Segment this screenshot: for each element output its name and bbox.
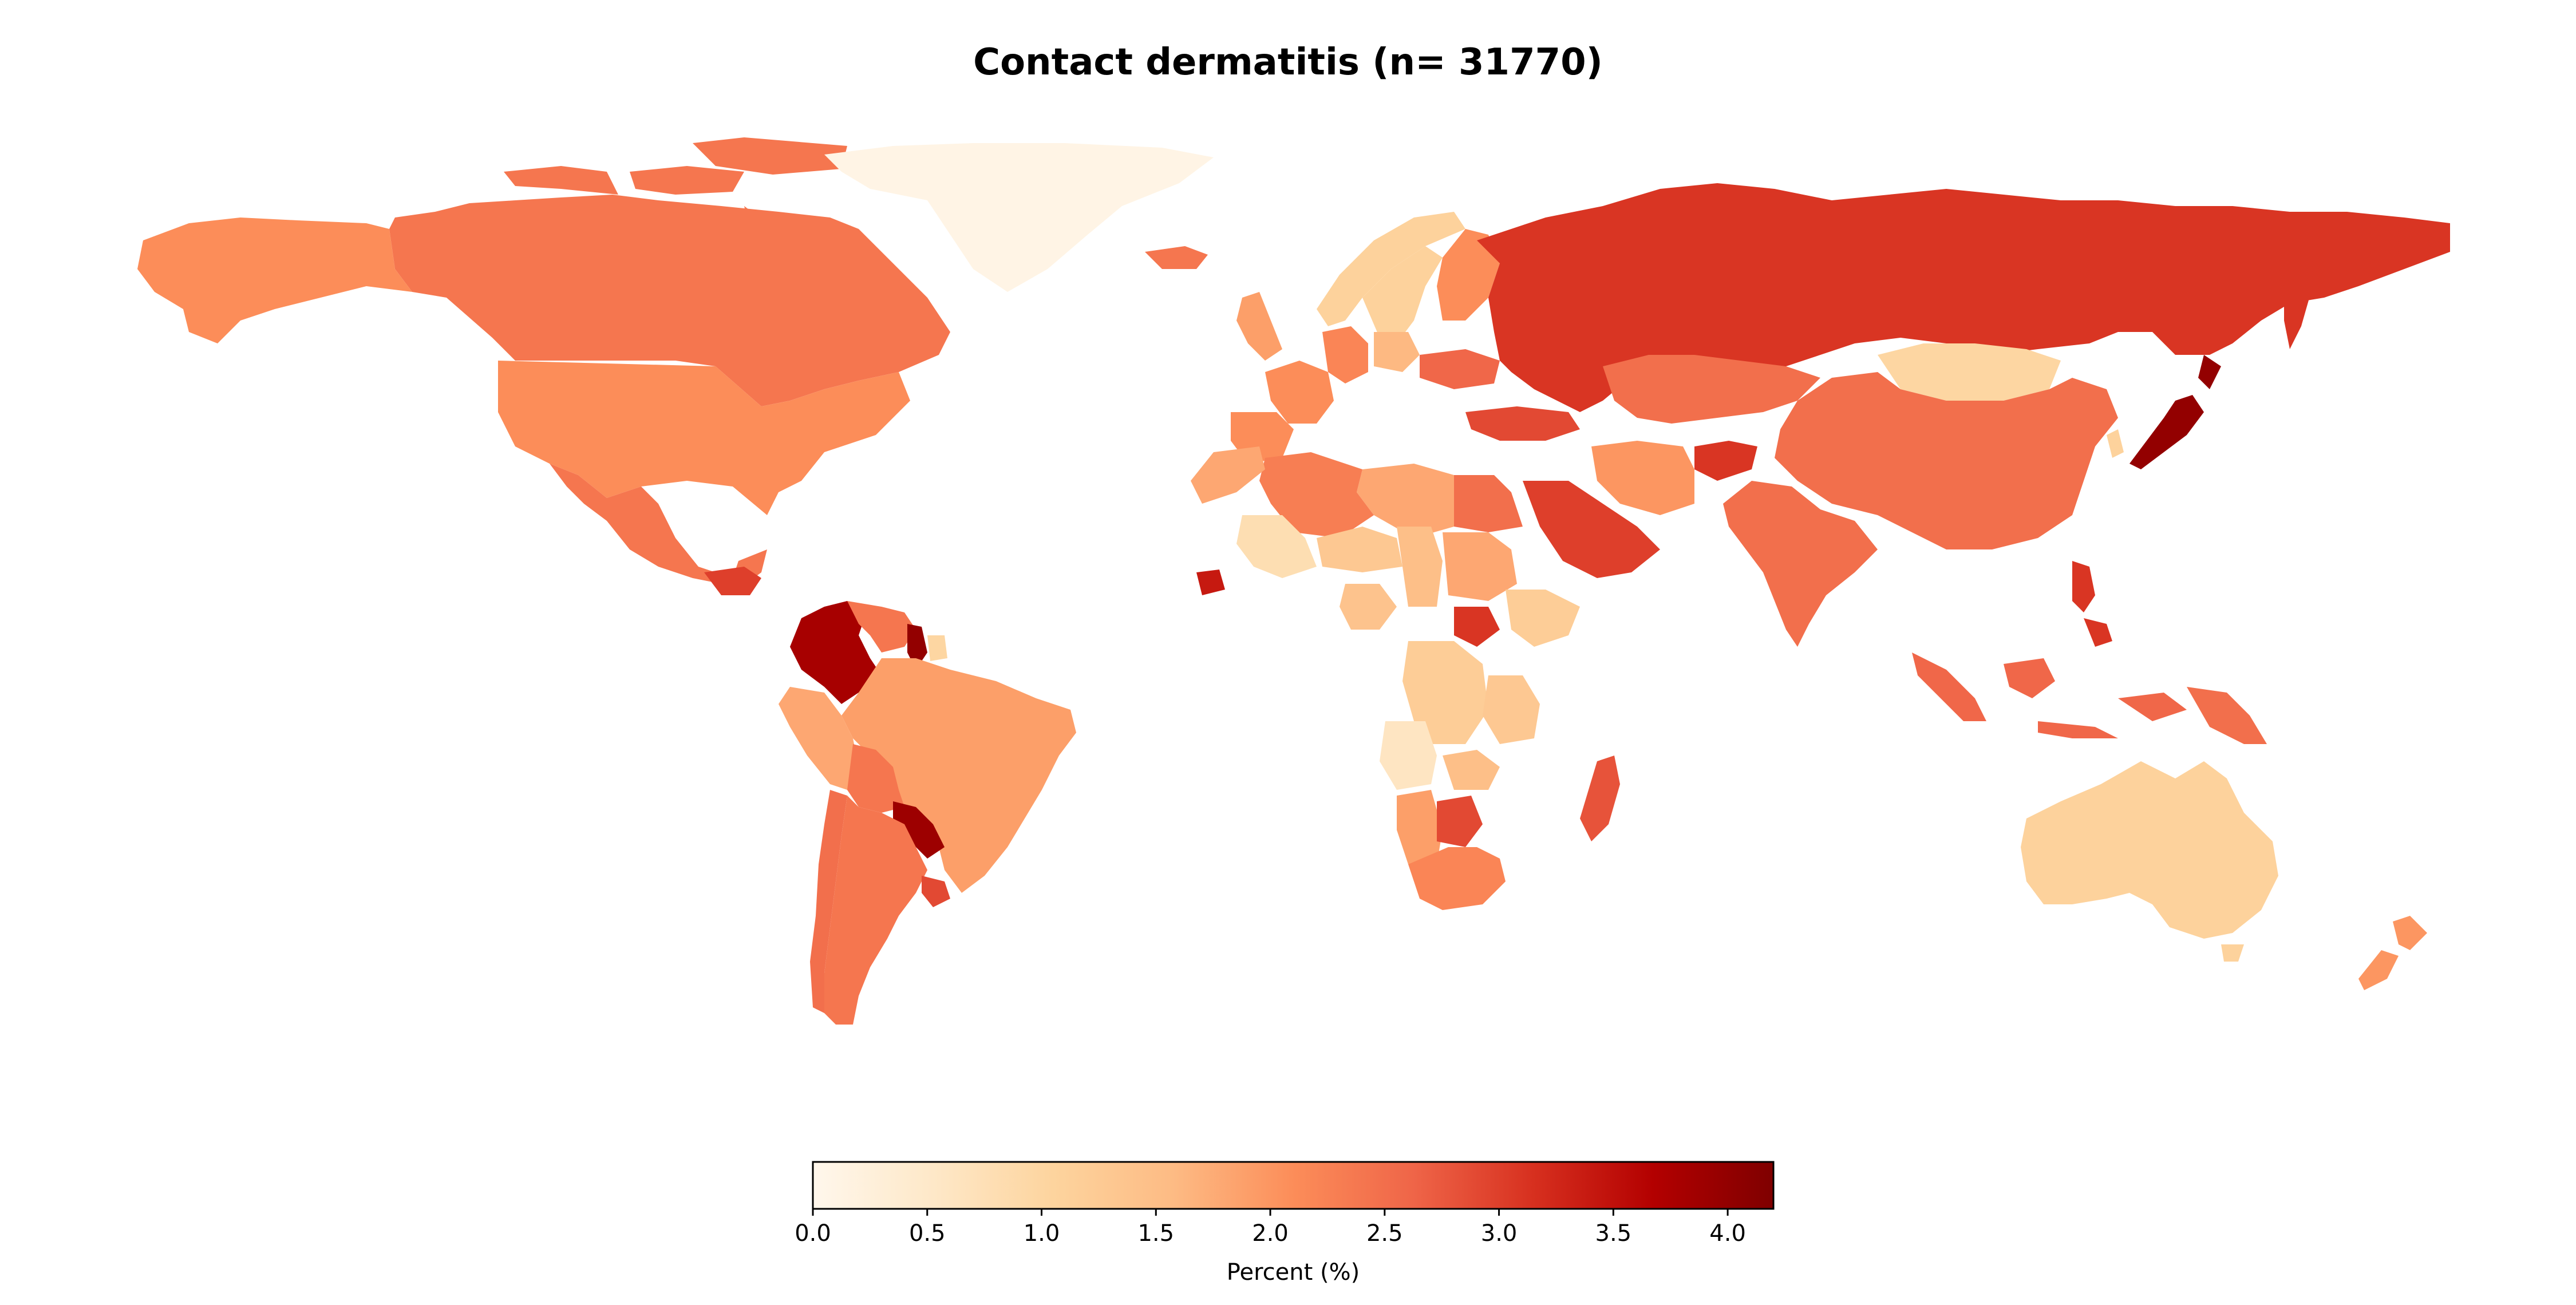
region-japan: Japan bbox=[2129, 355, 2221, 469]
region-argentina: Argentina bbox=[824, 796, 927, 1025]
colorbar-tick-label: 1.5 bbox=[1137, 1220, 1174, 1247]
region-bolivia: Bolivia bbox=[847, 744, 904, 813]
region-turkey: Turkey bbox=[1465, 406, 1580, 441]
region-ethiopia: Ethiopia bbox=[1506, 590, 1580, 647]
region-brazil: Brazil bbox=[841, 658, 1076, 893]
region-iran: Iran bbox=[1591, 441, 1694, 515]
region-peru: Peru bbox=[779, 687, 859, 790]
region-germany: Germany bbox=[1322, 326, 1368, 383]
region-tanzania: Tanzania bbox=[1483, 675, 1540, 744]
region-australia: Australia bbox=[2021, 761, 2278, 962]
region-poland: Poland bbox=[1374, 332, 1420, 372]
region-morocco: Morocco bbox=[1191, 446, 1265, 504]
region-kazakhstan: Kazakhstan bbox=[1603, 355, 1820, 424]
region-guatemala: Guatemala bbox=[704, 567, 761, 595]
colorbar-tick-label: 3.5 bbox=[1595, 1220, 1632, 1247]
colorbar-label: Percent (%) bbox=[1227, 1259, 1360, 1286]
region-sudan: Sudan bbox=[1443, 532, 1517, 601]
region-iceland: Iceland bbox=[1145, 246, 1208, 269]
region-uruguay: Uruguay bbox=[922, 876, 950, 907]
region-chile: Chile bbox=[810, 790, 847, 1013]
region-sweden: Sweden bbox=[1362, 246, 1443, 343]
colorbar-tick-label: 1.0 bbox=[1024, 1220, 1060, 1247]
region-zambia: Zambia bbox=[1443, 750, 1500, 790]
colorbar-tick-label: 2.5 bbox=[1366, 1220, 1403, 1247]
region-dr-congo: DR Congo bbox=[1402, 641, 1488, 744]
region-chad: Chad bbox=[1397, 527, 1443, 607]
region-paraguay: Paraguay bbox=[893, 801, 945, 859]
region-south-sudan: South Sudan bbox=[1454, 607, 1500, 647]
region-indonesia: Indonesia bbox=[1912, 652, 2187, 738]
region-egypt: Egypt bbox=[1454, 475, 1523, 532]
region-mongolia: Mongolia bbox=[1878, 343, 2061, 401]
region-united-kingdom: United Kingdom bbox=[1236, 292, 1282, 361]
colorbar-tick-label: 3.0 bbox=[1481, 1220, 1518, 1247]
region-mali: Mali bbox=[1236, 515, 1317, 578]
region-afghanistan: Afghanistan bbox=[1694, 441, 1757, 481]
colorbar-tick-label: 0.0 bbox=[795, 1220, 831, 1247]
region-mexico: Mexico bbox=[550, 464, 767, 590]
region-niger: Niger bbox=[1317, 527, 1402, 572]
region-suriname: Suriname bbox=[927, 635, 947, 661]
region-finland: Finland bbox=[1437, 229, 1500, 321]
country-layer: CanadaUnited States Alaska Greenland Mexico… bbox=[137, 137, 2450, 1025]
region-botswana: Botswana bbox=[1437, 796, 1483, 847]
region-greenland: Greenland bbox=[824, 143, 1214, 292]
region-france: France bbox=[1265, 361, 1334, 424]
region-alaska: Alaska bbox=[137, 217, 412, 343]
colorbar-tick-label: 2.0 bbox=[1252, 1220, 1289, 1247]
region-namibia: Namibia bbox=[1397, 790, 1443, 864]
region-russia: Russia bbox=[1477, 183, 2450, 412]
region-papua-new-guinea: Papua New Guinea bbox=[2187, 687, 2267, 744]
region-nigeria: Nigeria bbox=[1340, 584, 1397, 630]
region-south-africa: South Africa bbox=[1408, 847, 1506, 910]
region-senegal: Senegal bbox=[1196, 570, 1225, 595]
region-angola: Angola bbox=[1380, 721, 1437, 790]
colorbar-tick-label: 4.0 bbox=[1709, 1220, 1746, 1247]
region-algeria: Algeria bbox=[1259, 452, 1374, 538]
region-canada: Canada bbox=[389, 137, 950, 406]
region-india: India bbox=[1723, 481, 1878, 647]
map-title: Contact dermatitis (n= 31770) bbox=[973, 41, 1603, 84]
region-new-zealand: New Zealand bbox=[2358, 916, 2427, 990]
region-madagascar: Madagascar bbox=[1580, 756, 1620, 841]
colorbar-ticks: 0.0 0.5 1.0 1.5 2.0 2.5 3.0 3.5 4.0 bbox=[795, 1209, 1746, 1247]
colorbar-gradient bbox=[812, 1161, 1775, 1210]
colorbar-tick-label: 0.5 bbox=[909, 1220, 946, 1247]
region-saudi-arabia: Saudi Arabia bbox=[1523, 481, 1660, 578]
region-south-korea: South Korea bbox=[2107, 429, 2124, 458]
region-philippines: Philippines bbox=[2072, 561, 2112, 647]
region-colombia: Colombia bbox=[790, 601, 882, 704]
region-ukraine: Ukraine bbox=[1420, 349, 1500, 389]
world-choropleth-map: CanadaUnited States Alaska Greenland Mexico… bbox=[137, 137, 2450, 1025]
region-china: China bbox=[1775, 372, 2118, 549]
region-libya: Libya bbox=[1357, 464, 1454, 538]
region-united-states: United States bbox=[498, 361, 910, 515]
region-venezuela: Venezuela bbox=[847, 601, 916, 652]
